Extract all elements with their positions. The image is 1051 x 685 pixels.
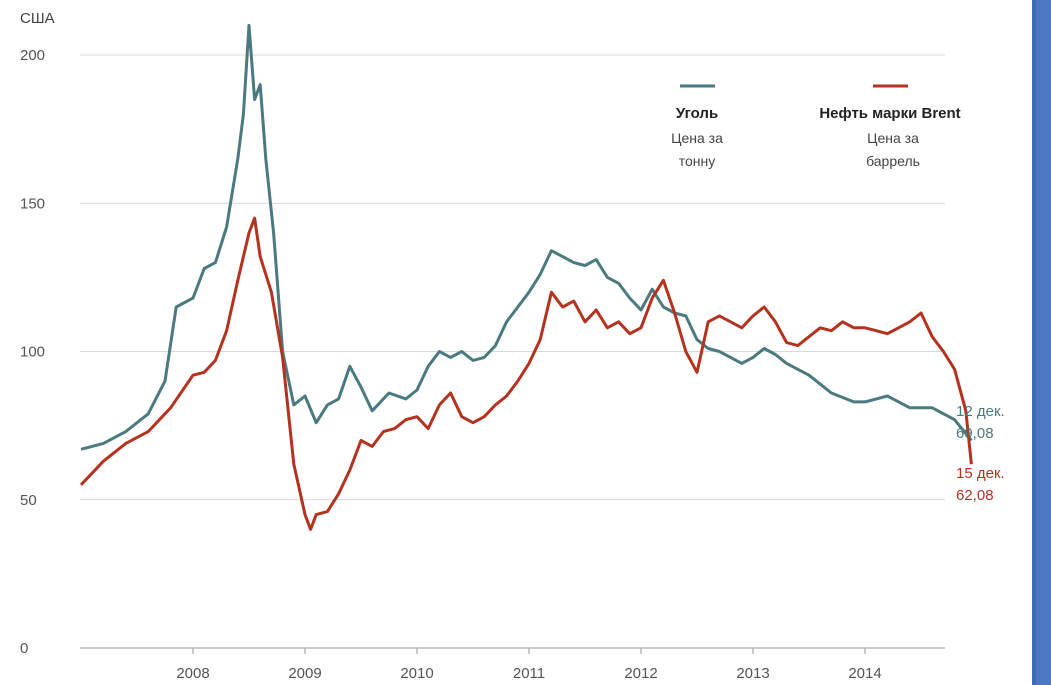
y-axis-ticks: 0 50 100 150 200 xyxy=(20,47,45,657)
legend-sub-coal-2: тонну xyxy=(679,153,716,169)
coal-line xyxy=(80,23,973,451)
x-tick-label: 2011 xyxy=(513,665,545,682)
x-tick-label: 2008 xyxy=(176,665,209,682)
legend: Уголь Цена за тонну Нефть марки Brent Це… xyxy=(671,84,961,169)
x-tick-label: 2010 xyxy=(400,665,433,682)
slide-side-band xyxy=(1032,0,1051,685)
end-labels: 12 дек. 69,08 15 дек. 62,08 xyxy=(956,403,1005,504)
legend-title-brent: Нефть марки Brent xyxy=(819,105,960,122)
legend-title-coal: Уголь xyxy=(676,105,718,122)
unit-label: США xyxy=(20,10,55,27)
brent-end-date: 15 дек. xyxy=(956,465,1005,482)
x-tick-label: 2009 xyxy=(288,665,321,682)
coal-end-value: 69,08 xyxy=(956,425,994,442)
legend-sub-coal-1: Цена за xyxy=(671,130,723,146)
coal-end-date: 12 дек. xyxy=(956,403,1005,420)
legend-sub-brent-1: Цена за xyxy=(867,130,919,146)
x-axis-ticks: 2008 2009 2010 2011 2012 2013 2014 xyxy=(176,648,882,682)
gridlines xyxy=(80,54,945,649)
y-tick-label: 50 xyxy=(20,492,37,509)
x-tick-label: 2013 xyxy=(736,665,769,682)
y-tick-label: 100 xyxy=(20,344,45,361)
slide-side-band-edge xyxy=(1032,0,1036,685)
legend-sub-brent-2: баррель xyxy=(866,153,920,169)
y-tick-label: 200 xyxy=(20,47,45,64)
y-tick-label: 0 xyxy=(20,640,28,657)
brent-end-value: 62,08 xyxy=(956,487,994,504)
y-tick-label: 150 xyxy=(20,195,45,212)
x-tick-label: 2012 xyxy=(624,665,657,682)
brent-line xyxy=(79,216,973,531)
series-lines xyxy=(79,23,973,531)
x-tick-label: 2014 xyxy=(848,665,881,682)
